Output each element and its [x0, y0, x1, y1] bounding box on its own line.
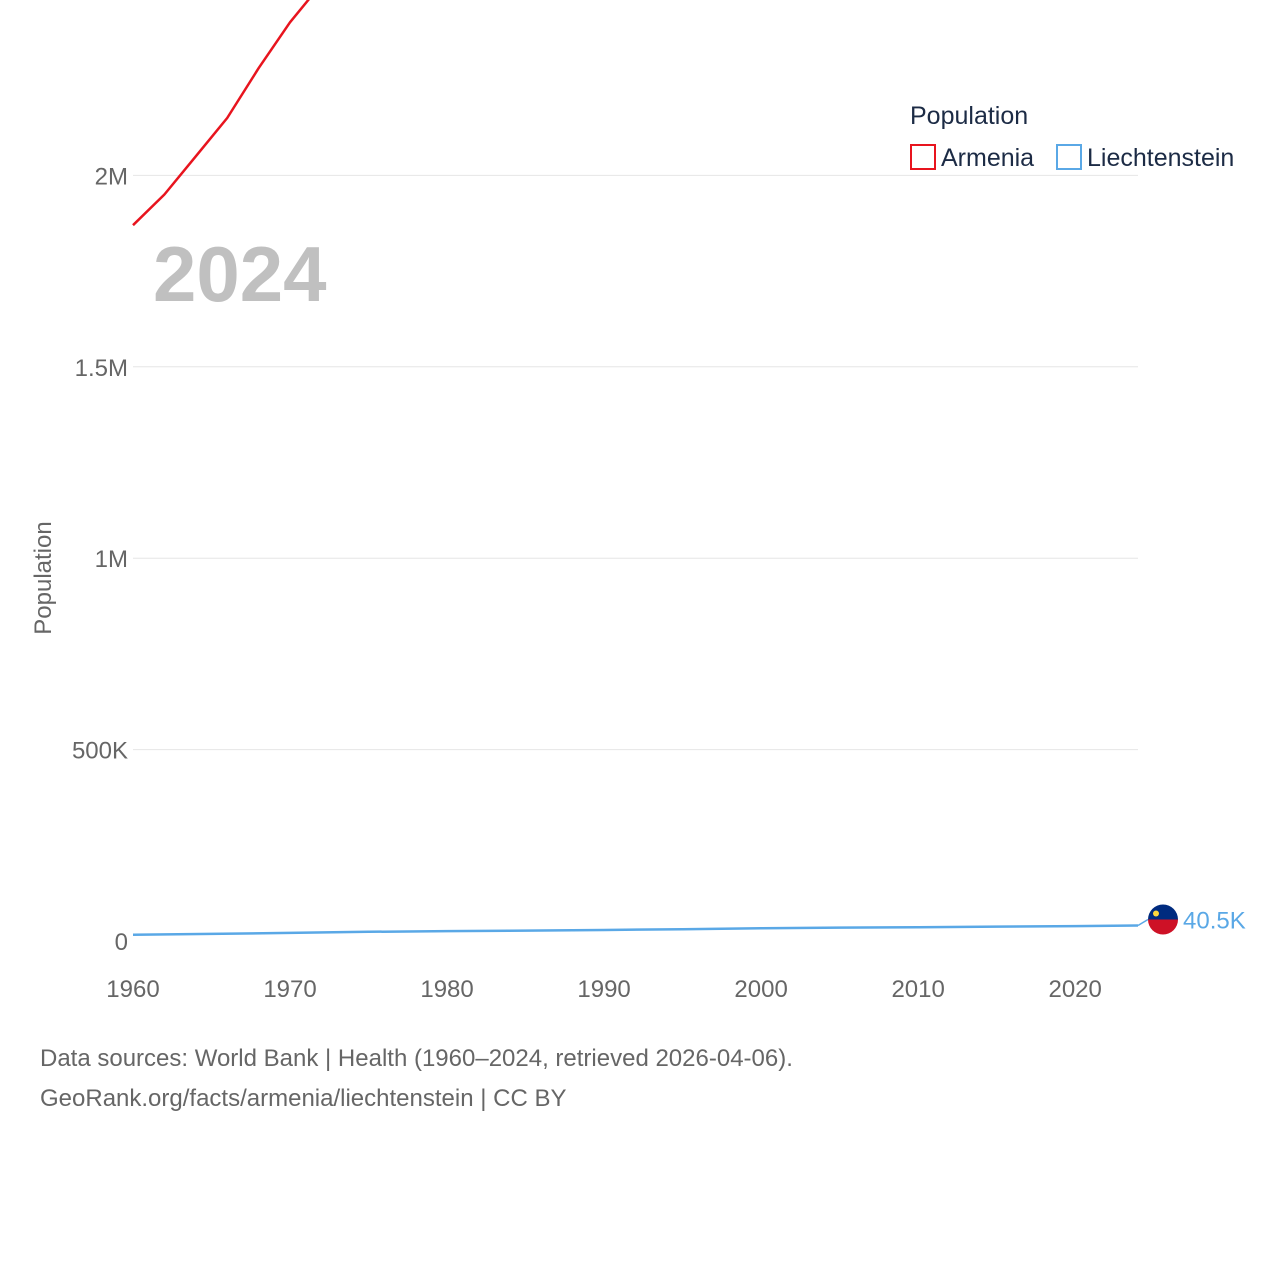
- legend-item-liechtenstein[interactable]: Liechtenstein: [1056, 144, 1234, 172]
- end-connector-liechtenstein: [1137, 918, 1149, 927]
- y-tick-label: 1M: [95, 546, 128, 573]
- grid-lines: [133, 174, 1138, 751]
- x-tick-label: 1990: [577, 976, 630, 1003]
- x-tick-label: 1980: [420, 976, 473, 1003]
- legend-label-liechtenstein: Liechtenstein: [1087, 144, 1234, 172]
- x-tick-label: 1970: [263, 976, 316, 1003]
- x-tick-label: 2010: [891, 976, 944, 1003]
- year-watermark: 2024: [153, 230, 327, 318]
- y-tick-label: 2M: [95, 163, 128, 190]
- series-layer: [132, 0, 1139, 936]
- legend-swatch-liechtenstein: [1056, 144, 1082, 170]
- end-label-liechtenstein: 40.5K: [1183, 907, 1246, 934]
- source-line-2: GeoRank.org/facts/armenia/liechtenstein …: [40, 1085, 567, 1112]
- x-tick-label: 2000: [734, 976, 787, 1003]
- x-tick-label: 2020: [1048, 976, 1101, 1003]
- legend-swatch-armenia: [910, 144, 936, 170]
- series-line-liechtenstein: [132, 924, 1139, 936]
- source-line-1: Data sources: World Bank | Health (1960–…: [40, 1045, 793, 1072]
- flag-liechtenstein-icon: [1148, 904, 1178, 935]
- y-axis-label: Population: [30, 521, 57, 634]
- y-tick-label: 1.5M: [75, 355, 128, 382]
- x-tick-label: 1960: [106, 976, 159, 1003]
- x-axis-ticks: 1960 1970 1980 1990 2000 2010 2020: [106, 976, 1102, 1003]
- legend-title: Population: [910, 102, 1028, 130]
- legend-label-armenia: Armenia: [941, 144, 1034, 172]
- y-tick-label: 0: [115, 929, 128, 956]
- end-markers: 3.03M40.5K: [1137, 904, 1246, 935]
- legend-item-armenia[interactable]: Armenia: [910, 144, 1034, 172]
- y-tick-label: 500K: [72, 738, 128, 765]
